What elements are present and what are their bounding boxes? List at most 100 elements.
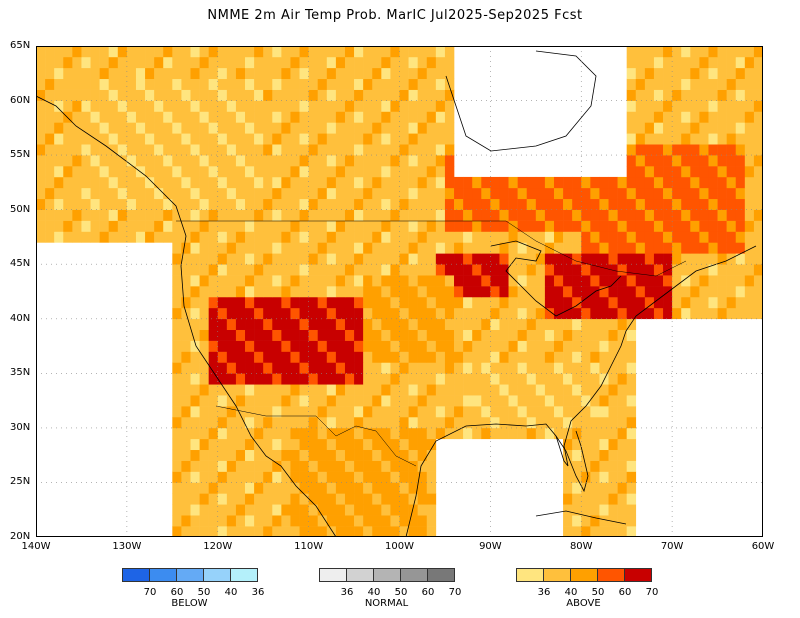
prob-cell (417, 416, 428, 429)
prob-cell (444, 318, 455, 330)
prob-cell (444, 176, 455, 189)
prob-cell (299, 449, 309, 461)
prob-cell (717, 89, 727, 101)
prob-cell (81, 187, 91, 200)
prob-cell (399, 526, 409, 537)
prob-cell (354, 340, 364, 352)
prob-cell (172, 100, 182, 112)
prob-cell (354, 122, 364, 134)
prob-cell (217, 362, 228, 374)
prob-cell (199, 318, 209, 330)
prob-cell (272, 482, 282, 494)
prob-cell (581, 526, 591, 537)
prob-cell (581, 416, 591, 429)
prob-cell (435, 427, 446, 440)
prob-cell (426, 231, 437, 243)
legend-normal-label: NORMAL (364, 598, 409, 609)
prob-cell (481, 329, 491, 341)
prob-cell (481, 373, 491, 385)
prob-cell (426, 340, 437, 352)
prob-cell (454, 395, 464, 407)
prob-cell (390, 155, 400, 167)
prob-cell (563, 471, 573, 483)
prob-cell (744, 275, 755, 287)
prob-cell (435, 100, 446, 112)
prob-cell (354, 144, 364, 156)
prob-cell (154, 187, 164, 200)
prob-cell (481, 416, 491, 429)
prob-cell (599, 362, 609, 374)
prob-cell (735, 133, 746, 145)
prob-cell (517, 340, 528, 352)
prob-cell (463, 296, 473, 309)
prob-cell (672, 155, 682, 167)
prob-cell (690, 111, 700, 123)
prob-cell (690, 89, 700, 101)
prob-cell (699, 78, 709, 90)
prob-cell (335, 46, 346, 58)
prob-cell (672, 209, 682, 221)
prob-cell (245, 395, 255, 407)
prob-cell (690, 209, 700, 221)
prob-cell (208, 427, 219, 440)
prob-cell (490, 416, 500, 429)
prob-cell (181, 198, 191, 210)
prob-cell (126, 176, 137, 189)
prob-cell (117, 144, 128, 156)
prob-cell (181, 526, 191, 537)
prob-cell (272, 155, 282, 167)
prob-cell (363, 318, 373, 330)
legend-swatch (624, 568, 652, 582)
prob-cell (681, 253, 691, 265)
prob-cell (435, 264, 446, 276)
prob-cell (317, 111, 328, 123)
prob-cell (272, 406, 282, 418)
prob-cell (217, 46, 228, 58)
prob-cell (226, 89, 237, 101)
prob-cell (354, 362, 364, 374)
prob-cell (499, 416, 509, 429)
prob-cell (626, 56, 637, 69)
prob-cell (726, 253, 737, 265)
prob-cell (399, 286, 409, 298)
prob-cell (408, 427, 418, 440)
prob-cell (717, 253, 727, 265)
prob-cell (590, 471, 600, 483)
prob-cell (590, 406, 600, 418)
prob-cell (226, 286, 237, 298)
prob-cell (117, 209, 128, 221)
prob-cell (290, 416, 300, 429)
prob-cell (245, 220, 255, 232)
prob-cell (644, 56, 655, 69)
prob-cell (335, 318, 346, 330)
prob-cell (72, 155, 82, 167)
prob-cell (363, 493, 373, 505)
prob-cell (235, 384, 246, 396)
prob-cell (208, 89, 219, 101)
prob-cell (226, 340, 237, 352)
prob-cell (508, 198, 518, 210)
prob-cell (190, 471, 200, 483)
prob-cell (108, 176, 119, 189)
prob-cell (463, 351, 473, 363)
prob-cell (626, 329, 637, 341)
prob-cell (172, 471, 182, 483)
prob-cell (308, 526, 319, 537)
prob-cell (317, 67, 328, 80)
prob-cell (553, 253, 564, 265)
prob-cell (354, 264, 364, 276)
prob-cell (672, 111, 682, 123)
prob-cell (172, 144, 182, 156)
prob-cell (108, 166, 119, 178)
prob-cell (626, 515, 637, 527)
prob-cell (417, 286, 428, 298)
prob-cell (626, 231, 637, 243)
prob-cell (235, 340, 246, 352)
prob-cell (417, 296, 428, 309)
prob-cell (245, 286, 255, 298)
prob-cell (617, 373, 627, 385)
prob-cell (254, 329, 264, 341)
prob-cell (326, 155, 337, 167)
prob-cell (435, 67, 446, 80)
prob-cell (272, 46, 282, 58)
